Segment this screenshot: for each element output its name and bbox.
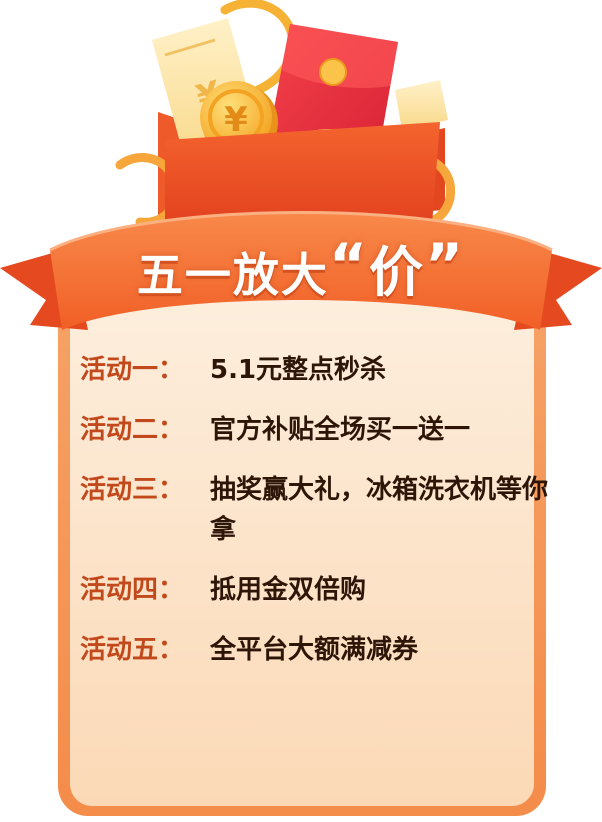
activity-label: 活动三： bbox=[80, 475, 185, 505]
activity-item: 活动二： 官方补贴全场买一送一 bbox=[80, 412, 550, 450]
page-title: 五一放大“价” bbox=[0, 228, 602, 307]
activity-text: 官方补贴全场买一送一 bbox=[210, 415, 471, 445]
activity-list: 活动一： 5.1元整点秒杀 活动二： 官方补贴全场买一送一 活动三： 抽奖赢大礼… bbox=[80, 352, 550, 692]
title-open-quote: “ bbox=[328, 231, 369, 299]
activity-label: 活动五： bbox=[80, 635, 185, 665]
title-close-quote: ” bbox=[425, 231, 466, 299]
coin-symbol: ¥ bbox=[224, 100, 248, 140]
activity-label: 活动四： bbox=[80, 575, 185, 605]
ribbon-banner-icon bbox=[0, 211, 602, 330]
activity-item: 活动四： 抵用金双倍购 bbox=[80, 572, 550, 610]
activity-text: 抵用金双倍购 bbox=[210, 575, 367, 605]
activity-text: 全平台大额满减券 bbox=[210, 635, 419, 665]
activity-item: 活动三： 抽奖赢大礼，冰箱洗衣机等你拿 bbox=[80, 472, 550, 550]
activity-label: 活动二： bbox=[80, 415, 185, 445]
activity-item: 活动五： 全平台大额满减券 bbox=[80, 632, 550, 670]
activity-item: 活动一： 5.1元整点秒杀 bbox=[80, 352, 550, 390]
title-prefix: 五一放大 bbox=[136, 248, 329, 302]
activity-label: 活动一： bbox=[80, 355, 185, 385]
gift-box-front bbox=[165, 122, 440, 225]
card-body bbox=[70, 300, 534, 806]
ticket-icon bbox=[395, 80, 448, 130]
activity-text: 5.1元整点秒杀 bbox=[210, 355, 387, 385]
activity-text: 抽奖赢大礼，冰箱洗衣机等你拿 bbox=[210, 475, 549, 545]
title-main: 价 bbox=[369, 241, 425, 304]
